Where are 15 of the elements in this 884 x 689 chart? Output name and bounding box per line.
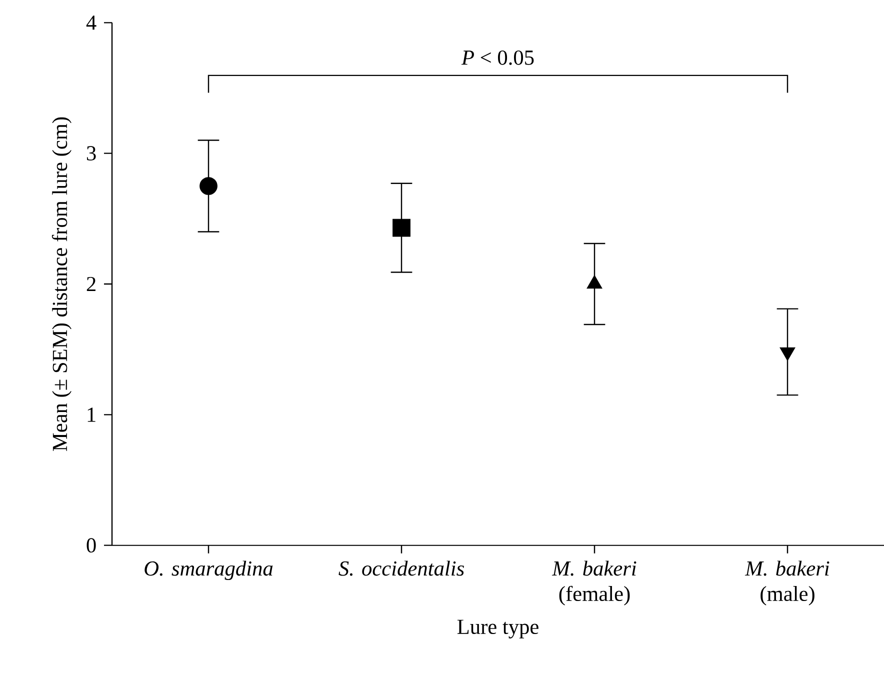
point (200, 176, 218, 195)
y-tick-label: 1 (88, 407, 96, 422)
y-tick-label: 0 (86, 538, 96, 552)
point (392, 218, 410, 237)
y-tick-label: 4 (86, 16, 96, 30)
x-axis-title: Lure type (457, 620, 538, 638)
annotation: P < 0.05 (461, 50, 534, 65)
x-tick-label: O. smaragdina (144, 560, 273, 580)
y-axis-title: Mean (± SEM) distance from lure (cm) (52, 117, 72, 451)
y-tick-label: 3 (86, 146, 96, 160)
x-tick-label: S. occidentalis (338, 560, 464, 576)
point (780, 347, 796, 361)
x-tick-label: M. bakeri (male) (744, 560, 830, 606)
y-tick-label: 2 (86, 276, 96, 291)
x-tick-label: M. bakeri (female) (552, 560, 636, 606)
